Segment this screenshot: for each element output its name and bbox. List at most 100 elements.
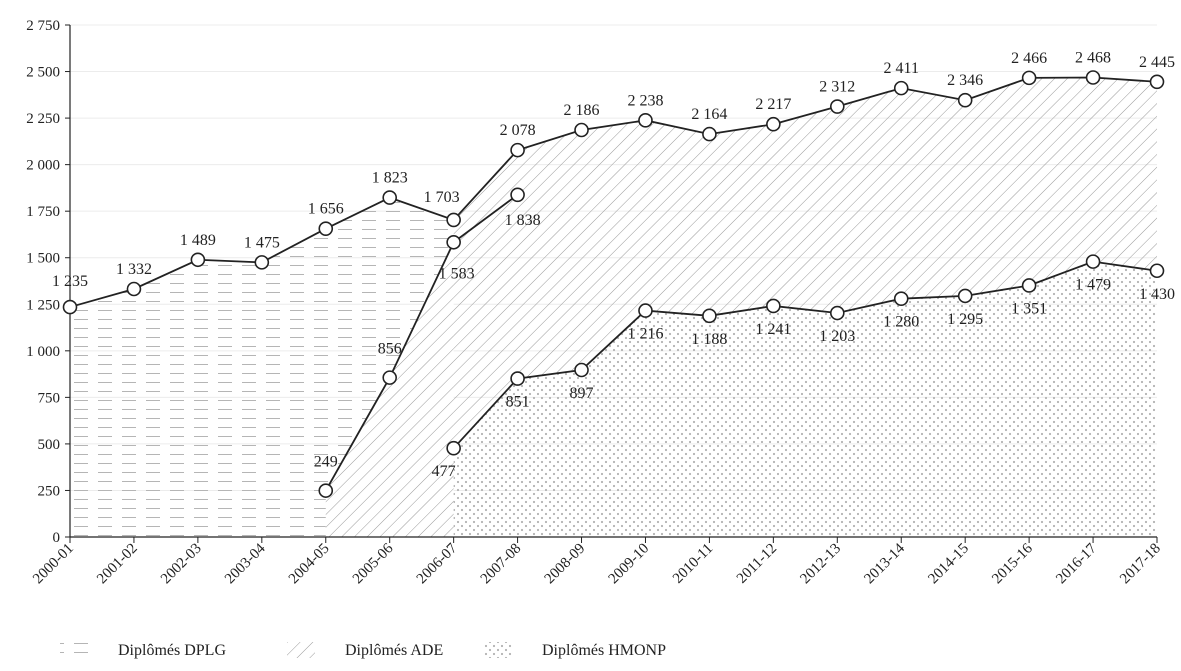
data-label-hmonp: 1 295 — [947, 311, 983, 328]
point-total — [766, 116, 781, 132]
point-hmonp — [829, 305, 845, 321]
line-total — [69, 76, 1158, 308]
data-label-total: 2 445 — [1139, 54, 1175, 71]
data-label-hmonp: 477 — [432, 463, 456, 480]
y-tick-label: 750 — [38, 390, 61, 406]
legend-swatch — [484, 642, 512, 658]
point-total — [574, 122, 589, 138]
legend: Diplômés DPLG Diplômés ADE Diplômés HMONP — [60, 642, 666, 659]
data-label-total: 2 466 — [1011, 50, 1047, 67]
legend-label: Diplômés HMONP — [542, 642, 666, 659]
point-total — [446, 212, 461, 228]
data-label-total: 2 078 — [500, 122, 536, 139]
series-points — [62, 70, 1165, 498]
x-tick-label: 2004-05 — [286, 541, 333, 588]
point-hmonp — [446, 440, 461, 456]
point-total — [829, 99, 845, 114]
y-tick-label: 1 250 — [26, 297, 60, 313]
point-total — [638, 113, 653, 128]
point-hmonp — [702, 308, 717, 324]
data-label-total: 2 411 — [884, 60, 919, 77]
point-hmonp — [1085, 254, 1101, 269]
data-labels: 1 235 1 332 1 489 1 475 1 656 1 823 1 703 2 078… — [52, 50, 1175, 481]
point-ade — [510, 187, 525, 203]
data-label-hmonp: 1 479 — [1075, 277, 1111, 294]
data-label-total: 1 475 — [244, 234, 280, 251]
data-label-total: 2 238 — [627, 92, 663, 109]
point-total — [510, 142, 525, 158]
point-total — [1021, 70, 1037, 86]
data-label-hmonp: 1 188 — [691, 331, 727, 348]
point-total — [702, 126, 717, 142]
area-hmonp — [453, 261, 1157, 537]
x-tick-label: 2008-09 — [542, 541, 589, 588]
point-total — [1149, 74, 1165, 90]
data-label-hmonp: 1 216 — [627, 326, 663, 343]
point-total — [190, 252, 206, 268]
area-ade-early — [325, 242, 454, 538]
x-tick-label: 2000-01 — [30, 541, 77, 588]
y-tick-label: 2 500 — [26, 65, 60, 81]
data-label-ade: 1 583 — [439, 265, 475, 282]
data-label-hmonp: 1 203 — [819, 328, 855, 345]
point-hmonp — [574, 362, 589, 378]
point-hmonp — [766, 298, 781, 314]
data-label-hmonp: 897 — [570, 385, 594, 402]
y-tick-label: 1 500 — [26, 251, 60, 267]
x-tick-label: 2001-02 — [94, 541, 141, 588]
series-lines — [69, 76, 1158, 492]
x-tick-label: 2003-04 — [222, 540, 269, 587]
data-label-hmonp: 1 280 — [883, 314, 919, 331]
data-label-total: 2 186 — [564, 102, 600, 119]
line-ade — [324, 194, 519, 492]
y-tick-label: 0 — [53, 530, 61, 546]
x-tick-label: 2013-14 — [861, 540, 908, 587]
point-total — [318, 221, 334, 236]
data-label-total: 1 656 — [308, 201, 344, 218]
x-tick-label: 2006-07 — [414, 540, 461, 587]
x-tick-label: 2002-03 — [158, 541, 205, 588]
x-tick-label: 2016-17 — [1053, 540, 1100, 587]
y-tick-label: 500 — [38, 437, 61, 453]
data-label-total: 1 332 — [116, 261, 152, 278]
data-label-hmonp: 1 241 — [755, 321, 791, 338]
x-tick-label: 2017-18 — [1117, 541, 1164, 588]
data-label-total: 2 217 — [755, 96, 791, 113]
legend-label: Diplômés ADE — [345, 642, 443, 659]
data-label-total: 2 468 — [1075, 50, 1111, 67]
legend-swatch — [60, 642, 88, 658]
data-label-ade: 1 838 — [505, 212, 541, 229]
x-tick-label: 2009-10 — [606, 541, 653, 588]
x-tick-label: 2012-13 — [797, 541, 844, 588]
point-total — [126, 281, 142, 297]
data-label-total: 2 312 — [819, 79, 855, 96]
y-tick-label: 2 250 — [26, 111, 60, 127]
x-tick-label: 2014-15 — [925, 541, 972, 588]
data-label-total: 2 164 — [691, 106, 727, 123]
y-tick-label: 250 — [38, 483, 61, 499]
y-tick-label: 1 000 — [26, 344, 60, 360]
point-ade — [382, 370, 398, 385]
x-tick-label: 2007-08 — [478, 541, 525, 588]
point-hmonp — [1149, 263, 1165, 279]
legend-label: Diplômés DPLG — [118, 642, 226, 659]
data-label-hmonp: 1 430 — [1139, 286, 1175, 303]
x-tick-label: 2005-06 — [350, 540, 397, 587]
point-ade — [446, 234, 461, 250]
x-tick-label: 2015-16 — [989, 540, 1036, 587]
point-hmonp — [1021, 278, 1037, 293]
y-tick-label: 2 000 — [26, 158, 60, 174]
data-label-ade: 856 — [378, 341, 402, 358]
point-hmonp — [510, 371, 525, 386]
data-label-total: 1 823 — [372, 170, 408, 187]
area-ade — [453, 77, 1157, 449]
legend-swatch — [287, 642, 315, 658]
point-total — [62, 299, 78, 315]
data-label-total: 1 703 — [424, 189, 460, 206]
point-total — [893, 80, 909, 96]
chart-areas — [70, 77, 1157, 538]
y-tick-label: 1 750 — [26, 204, 60, 220]
point-total — [1085, 70, 1101, 85]
